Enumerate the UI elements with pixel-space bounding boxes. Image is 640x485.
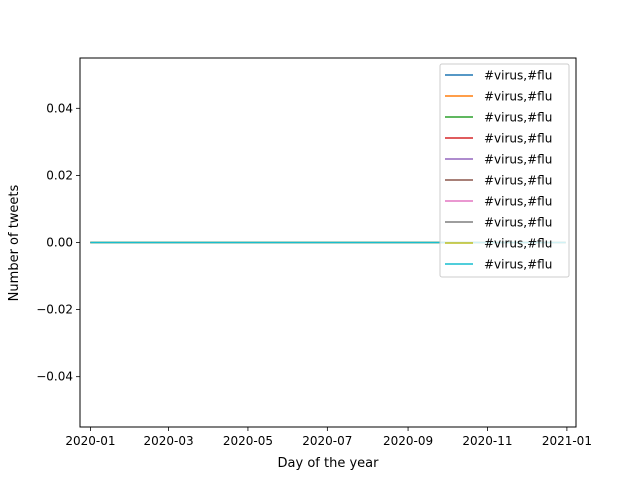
- legend-label: #virus,#flu: [484, 153, 552, 167]
- x-axis: 2020-01 2020-03 2020-05 2020-07 2020-09 2020-…: [65, 427, 592, 448]
- legend-label: #virus,#flu: [484, 216, 552, 230]
- legend-label: #virus,#flu: [484, 195, 552, 209]
- legend-label: #virus,#flu: [484, 90, 552, 104]
- y-axis-label: Number of tweets: [7, 184, 22, 301]
- x-tick-label: 2020-01: [65, 434, 115, 448]
- x-axis-label: Day of the year: [278, 456, 380, 471]
- legend: #virus,#flu #virus,#flu #virus,#flu #virus,…: [439, 63, 570, 278]
- legend-label: #virus,#flu: [484, 69, 552, 83]
- y-tick-label: 0.04: [46, 101, 73, 115]
- y-tick-label: 0.02: [46, 168, 73, 182]
- y-tick-label: 0.00: [46, 236, 73, 250]
- legend-label: #virus,#flu: [484, 237, 552, 251]
- y-axis: 0.04 0.02 0.00 −0.02 −0.04: [36, 101, 80, 384]
- y-tick-label: −0.04: [36, 370, 73, 384]
- x-tick-label: 2020-03: [143, 434, 193, 448]
- x-tick-label: 2020-07: [302, 434, 352, 448]
- x-tick-label: 2020-09: [383, 434, 433, 448]
- legend-label: #virus,#flu: [484, 111, 552, 125]
- x-tick-label: 2021-01: [542, 434, 592, 448]
- legend-label: #virus,#flu: [484, 174, 552, 188]
- x-tick-label: 2020-05: [223, 434, 273, 448]
- legend-label: #virus,#flu: [484, 258, 552, 272]
- y-tick-label: −0.02: [36, 303, 73, 317]
- x-tick-label: 2020-11: [462, 434, 512, 448]
- legend-label: #virus,#flu: [484, 132, 552, 146]
